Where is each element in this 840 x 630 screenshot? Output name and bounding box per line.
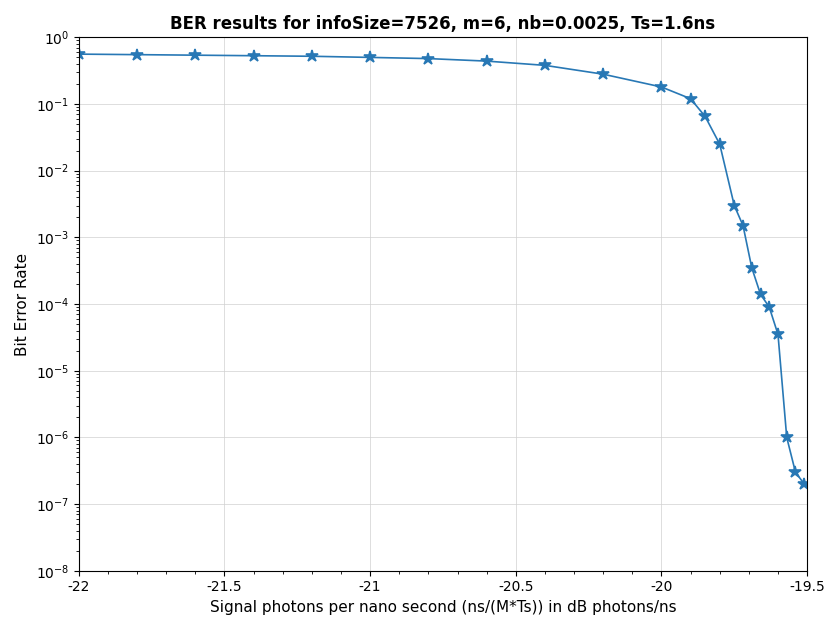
Title: BER results for infoSize=7526, m=6, nb=0.0025, Ts=1.6ns: BER results for infoSize=7526, m=6, nb=0… — [171, 15, 716, 33]
X-axis label: Signal photons per nano second (ns/(M*Ts)) in dB photons/ns: Signal photons per nano second (ns/(M*Ts… — [210, 600, 676, 615]
Y-axis label: Bit Error Rate: Bit Error Rate — [15, 253, 30, 355]
